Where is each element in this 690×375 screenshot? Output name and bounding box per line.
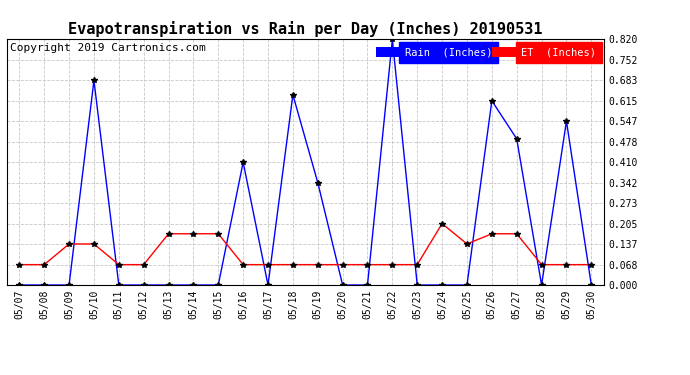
Title: Evapotranspiration vs Rain per Day (Inches) 20190531: Evapotranspiration vs Rain per Day (Inch… <box>68 21 542 37</box>
Legend: Rain  (Inches), ET  (Inches): Rain (Inches), ET (Inches) <box>373 45 598 60</box>
Text: Copyright 2019 Cartronics.com: Copyright 2019 Cartronics.com <box>10 43 206 52</box>
